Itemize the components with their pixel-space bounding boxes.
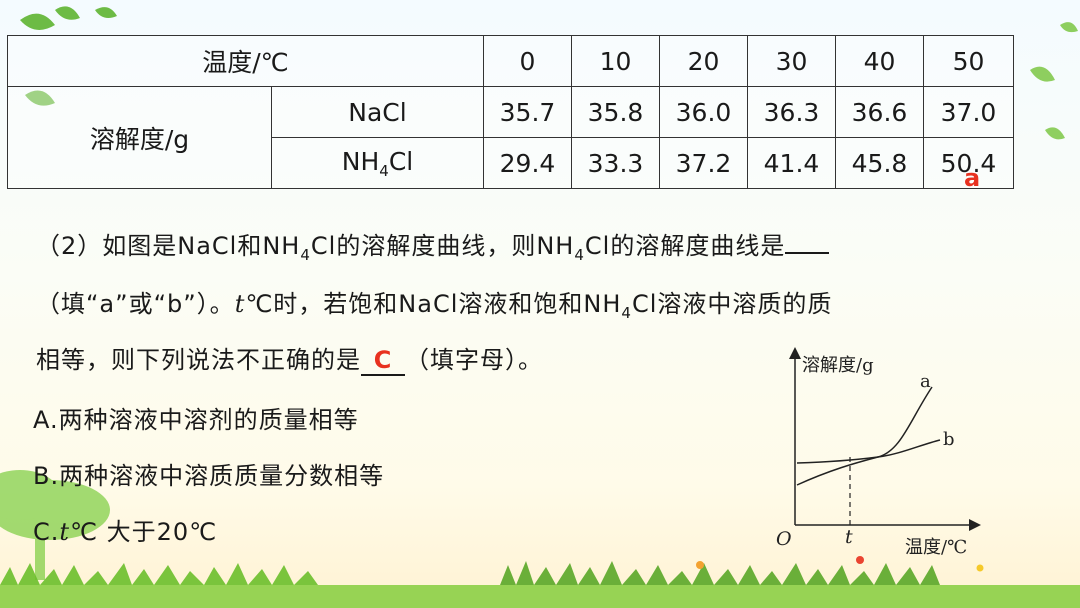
table-row: 温度/℃ 0 10 20 30 40 50 bbox=[7, 35, 1014, 87]
table-cell: 20 bbox=[659, 35, 748, 87]
table-cell: 0 bbox=[483, 35, 572, 87]
table-cell: 36.6 bbox=[835, 86, 924, 138]
table-cell: 33.3 bbox=[571, 137, 660, 189]
table-cell: 10 bbox=[571, 35, 660, 87]
table-row: 溶解度/g NaCl 35.7 35.8 36.0 36.3 36.6 37.0 bbox=[7, 86, 1014, 189]
table-cell: 36.0 bbox=[659, 86, 748, 138]
option-b: B.两种溶液中溶质质量分数相等 bbox=[33, 462, 385, 490]
leaf-icon bbox=[1030, 22, 1078, 140]
table-cell: 50 bbox=[923, 35, 1014, 87]
table-cell: 37.2 bbox=[659, 137, 748, 189]
solubility-table: 温度/℃ 0 10 20 30 40 50 溶解度/g NaCl 35.7 35… bbox=[7, 35, 1014, 192]
table-cell: 30 bbox=[747, 35, 836, 87]
answer-blank: C bbox=[361, 346, 405, 376]
t-label: t bbox=[845, 526, 853, 548]
x-axis-label: 温度/℃ bbox=[905, 537, 967, 558]
table-cell: 36.3 bbox=[747, 86, 836, 138]
question-line-2: （填“a”或“b”）。t℃时，若饱和NaCl溶液和饱和NH4Cl溶液中溶质的质 bbox=[36, 290, 833, 322]
table-header-solubility: 溶解度/g bbox=[7, 86, 272, 189]
answer-blank bbox=[785, 246, 830, 254]
table-row-label-nh4cl: NH4Cl bbox=[271, 137, 484, 189]
table-cell: 35.7 bbox=[483, 86, 572, 138]
table-header-temperature: 温度/℃ bbox=[7, 35, 484, 87]
solubility-curve-graph: 溶解度/g 温度/℃ O t a b bbox=[776, 347, 981, 558]
curve-a-label: a bbox=[920, 371, 931, 392]
question-line-3: 相等，则下列说法不正确的是 C （填字母）。 bbox=[36, 346, 543, 376]
table-cell: 40 bbox=[835, 35, 924, 87]
red-answer-mark: C bbox=[373, 346, 393, 374]
table-cell: 50.4 a bbox=[923, 137, 1014, 192]
table-cell: 41.4 bbox=[747, 137, 836, 189]
y-axis-label: 溶解度/g bbox=[802, 355, 874, 376]
red-answer-mark: a bbox=[964, 164, 981, 192]
table-cell: 29.4 bbox=[483, 137, 572, 189]
option-a: A.两种溶液中溶剂的质量相等 bbox=[33, 406, 359, 434]
curve-b bbox=[796, 439, 941, 464]
question-line-1: （2）如图是NaCl和NH4Cl的溶解度曲线，则NH4Cl的溶解度曲线是 bbox=[36, 226, 830, 264]
table-row-label-nacl: NaCl bbox=[271, 86, 484, 138]
curve-a bbox=[796, 386, 933, 486]
curve-b-label: b bbox=[943, 429, 955, 450]
origin-label: O bbox=[776, 528, 792, 550]
table-cell: 45.8 bbox=[835, 137, 924, 189]
option-c: C.t℃ 大于20℃ bbox=[33, 518, 218, 546]
table-cell: 35.8 bbox=[571, 86, 660, 138]
table-cell: 37.0 bbox=[923, 86, 1014, 138]
table-row: NH4Cl 29.4 33.3 37.2 41.4 45.8 50.4 a bbox=[8, 137, 1014, 192]
